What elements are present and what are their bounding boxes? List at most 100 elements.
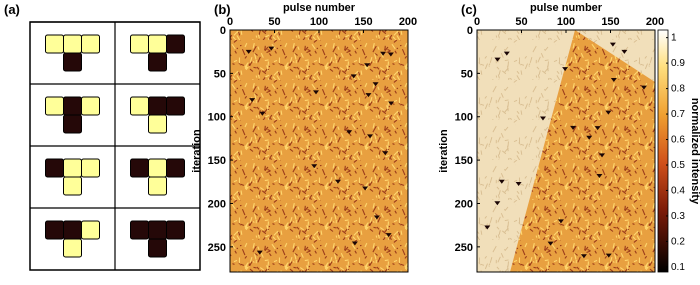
defect-marker bbox=[605, 253, 612, 258]
y-tick-label: 100 bbox=[455, 112, 473, 124]
x-tick-label: 200 bbox=[646, 16, 664, 28]
defect-marker bbox=[367, 134, 374, 139]
panel-label: (a) bbox=[4, 2, 20, 17]
defect-marker bbox=[557, 219, 564, 224]
y-axis-label: iteration bbox=[191, 129, 203, 173]
defect-marker bbox=[539, 116, 546, 121]
defect-marker bbox=[586, 135, 593, 140]
panel-label: (b) bbox=[214, 2, 231, 17]
defect-marker bbox=[385, 233, 392, 238]
defect-marker bbox=[364, 63, 371, 68]
y-tick-label: 250 bbox=[208, 242, 226, 254]
colorbar-tick-label: 0.6 bbox=[671, 135, 685, 146]
tile-square bbox=[148, 114, 167, 134]
tile-square bbox=[130, 34, 149, 54]
tile-square bbox=[81, 158, 100, 178]
colorbar-tick-label: 0.4 bbox=[671, 185, 685, 196]
tile-square bbox=[63, 34, 82, 54]
tile-square bbox=[63, 176, 82, 196]
tile-square bbox=[166, 158, 185, 178]
tile-square bbox=[148, 96, 167, 116]
tile-square bbox=[148, 52, 167, 72]
defect-marker bbox=[256, 250, 263, 255]
tile-square bbox=[166, 96, 185, 116]
defect-marker bbox=[311, 164, 318, 169]
x-tick-label: 0 bbox=[474, 16, 480, 28]
defect-marker bbox=[372, 82, 379, 87]
colorbar-tick-label: 0.8 bbox=[671, 84, 685, 95]
tile-square bbox=[45, 220, 64, 240]
tile-square bbox=[130, 158, 149, 178]
defect-marker bbox=[484, 225, 491, 230]
colorbar-tick-label: 0.5 bbox=[671, 160, 685, 171]
defect-marker bbox=[570, 125, 577, 130]
y-axis-label: iteration bbox=[438, 129, 450, 173]
defect-marker bbox=[268, 46, 275, 51]
colorbar-tick-label: 1 bbox=[671, 33, 677, 44]
y-tick-label: 100 bbox=[208, 112, 226, 124]
defect-marker bbox=[365, 93, 372, 98]
defect-marker bbox=[351, 241, 358, 246]
defect-marker bbox=[373, 215, 380, 220]
defect-marker bbox=[362, 186, 369, 191]
defect-marker bbox=[515, 182, 522, 187]
x-tick-label: 150 bbox=[601, 16, 619, 28]
tile-square bbox=[130, 220, 149, 240]
x-tick-label: 200 bbox=[399, 16, 417, 28]
x-axis-label: pulse number bbox=[283, 2, 356, 14]
defect-marker bbox=[547, 241, 554, 246]
colorbar-tick-label: 0.7 bbox=[671, 109, 685, 120]
defect-marker bbox=[245, 49, 252, 54]
defect-marker bbox=[350, 74, 357, 79]
y-tick-label: 150 bbox=[455, 155, 473, 167]
colorbar-tick-label: 0.2 bbox=[671, 236, 685, 247]
defect-marker bbox=[346, 130, 353, 135]
defect-marker bbox=[562, 67, 569, 72]
defect-marker bbox=[494, 57, 501, 62]
colorbar bbox=[657, 29, 669, 273]
y-tick-label: 200 bbox=[455, 198, 473, 210]
tile-square bbox=[63, 220, 82, 240]
defect-marker bbox=[596, 173, 603, 178]
tile-square bbox=[148, 238, 167, 258]
defect-marker bbox=[312, 90, 319, 95]
colorbar-tick-label: 0.3 bbox=[671, 211, 685, 222]
x-tick-label: 50 bbox=[515, 16, 527, 28]
x-tick-label: 150 bbox=[354, 16, 372, 28]
tile-square bbox=[45, 34, 64, 54]
x-tick-label: 100 bbox=[557, 16, 575, 28]
defect-marker bbox=[380, 51, 387, 56]
defect-marker bbox=[599, 153, 606, 158]
defect-marker bbox=[259, 111, 266, 116]
tile-square bbox=[63, 238, 82, 258]
tile-square bbox=[148, 220, 167, 240]
colorbar-tick-label: 0.9 bbox=[671, 58, 685, 69]
y-tick-label: 50 bbox=[461, 68, 473, 80]
defect-marker bbox=[334, 179, 341, 184]
tile-square bbox=[166, 34, 185, 54]
y-tick-label: 0 bbox=[467, 25, 473, 37]
y-tick-label: 50 bbox=[214, 68, 226, 80]
defect-marker bbox=[610, 78, 617, 83]
tile-square bbox=[63, 96, 82, 116]
defect-marker bbox=[605, 110, 612, 115]
defect-marker bbox=[382, 151, 389, 156]
tile-square bbox=[63, 158, 82, 178]
tile-square bbox=[45, 158, 64, 178]
y-tick-label: 200 bbox=[208, 198, 226, 210]
tile-square bbox=[81, 220, 100, 240]
x-tick-label: 0 bbox=[227, 16, 233, 28]
colorbar-label: normalized intensity bbox=[689, 98, 700, 205]
defect-marker bbox=[594, 126, 601, 131]
colorbar-tick-label: 0.1 bbox=[671, 262, 685, 273]
tile-square bbox=[166, 220, 185, 240]
defect-marker bbox=[498, 179, 505, 184]
heatmap-region bbox=[510, 30, 655, 272]
x-axis-label: pulse number bbox=[530, 2, 603, 14]
defect-marker bbox=[249, 98, 256, 103]
tile-square bbox=[63, 52, 82, 72]
heatmap-image bbox=[230, 30, 408, 272]
defect-marker bbox=[580, 254, 587, 259]
defect-marker bbox=[621, 49, 628, 54]
